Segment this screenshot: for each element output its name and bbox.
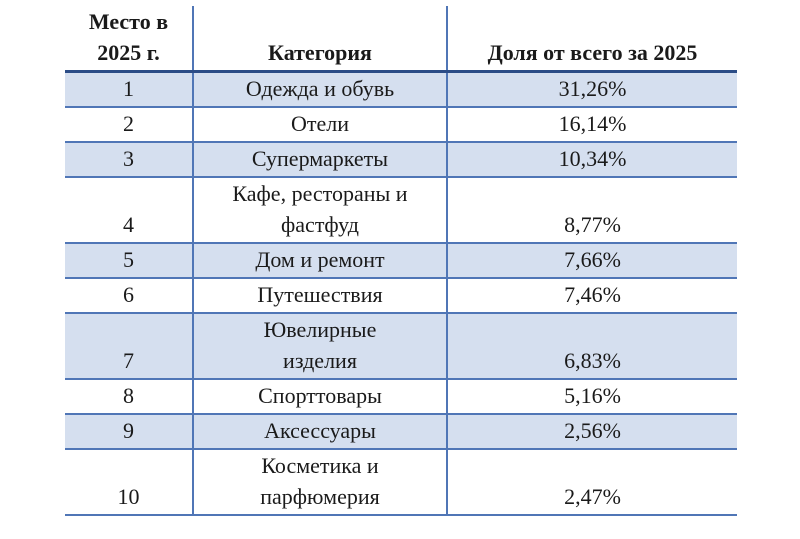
share-cell: 7,66% [446,242,737,279]
rank-cell: 9 [65,413,194,450]
table-row: 6 Путешествия 7,46% [65,277,737,314]
share-cell: 7,46% [446,277,737,314]
table-row: 4 Кафе, рестораны и фастфуд 8,77% [65,176,737,244]
category-cell: Путешествия [192,277,448,314]
rank-cell: 8 [65,378,194,415]
table-row: 7 Ювелирные изделия 6,83% [65,312,737,380]
table-body: 1 Одежда и обувь 31,26% 2 Отели 16,14% 3 Суперм… [65,70,737,516]
rank-cell: 3 [65,141,194,178]
rank-cell: 2 [65,106,194,143]
category-cell: Спорттовары [192,378,448,415]
rank-cell: 7 [65,312,194,380]
rank-cell: 6 [65,277,194,314]
category-cell: Косметика и парфюмерия [192,448,448,516]
category-cell: Ювелирные изделия [192,312,448,380]
rank-cell: 1 [65,70,194,108]
table-row: 10 Косметика и парфюмерия 2,47% [65,448,737,516]
share-cell: 8,77% [446,176,737,244]
share-cell: 6,83% [446,312,737,380]
share-cell: 2,56% [446,413,737,450]
share-cell: 16,14% [446,106,737,143]
rank-cell: 10 [65,448,194,516]
table-header: Место в 2025 г. Категория Доля от всего … [65,6,737,73]
header-cell-category: Категория [192,6,448,73]
header-cell-rank: Место в 2025 г. [65,6,194,73]
category-cell: Супермаркеты [192,141,448,178]
share-cell: 2,47% [446,448,737,516]
category-cell: Одежда и обувь [192,70,448,108]
table-row: 9 Аксессуары 2,56% [65,413,737,450]
table-row: 3 Супермаркеты 10,34% [65,141,737,178]
table-row: 2 Отели 16,14% [65,106,737,143]
category-share-table: Место в 2025 г. Категория Доля от всего … [65,6,737,516]
category-cell: Аксессуары [192,413,448,450]
category-cell: Отели [192,106,448,143]
category-cell: Кафе, рестораны и фастфуд [192,176,448,244]
share-cell: 31,26% [446,70,737,108]
header-row: Место в 2025 г. Категория Доля от всего … [65,6,737,73]
table-row: 5 Дом и ремонт 7,66% [65,242,737,279]
rank-cell: 5 [65,242,194,279]
share-cell: 10,34% [446,141,737,178]
header-cell-share: Доля от всего за 2025 [446,6,737,73]
table-row: 8 Спорттовары 5,16% [65,378,737,415]
category-cell: Дом и ремонт [192,242,448,279]
share-cell: 5,16% [446,378,737,415]
table-row: 1 Одежда и обувь 31,26% [65,70,737,108]
rank-cell: 4 [65,176,194,244]
